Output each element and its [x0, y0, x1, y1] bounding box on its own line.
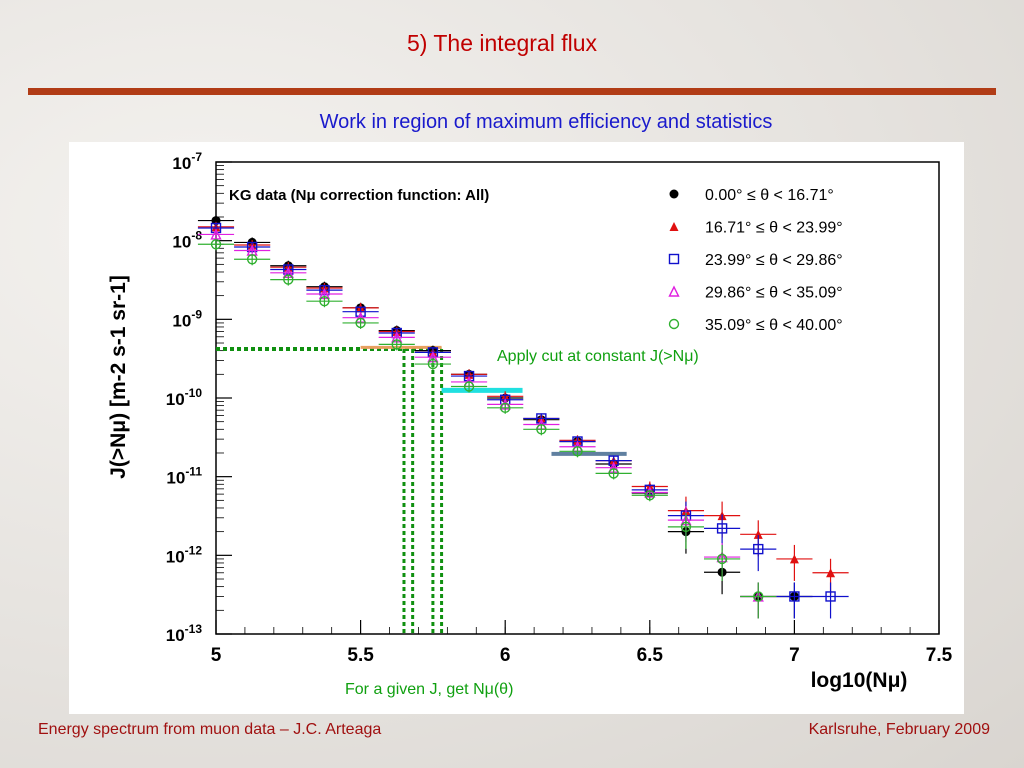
- data-point: [680, 521, 692, 533]
- data-point: [753, 543, 764, 555]
- cut-annotation: Apply cut at constant J(>Nμ): [497, 348, 699, 365]
- data-point: [210, 228, 222, 240]
- y-tick-label: 10-12: [166, 543, 203, 566]
- flux-chart: 10-7 10-8 10-9 10-10 10-11 10-12 10-13 5 5.5 6 6.…: [107, 150, 953, 698]
- given-annotation: For a given J, get Nμ(θ): [345, 681, 513, 698]
- data-point: [669, 222, 679, 231]
- data-point: [463, 381, 475, 392]
- data-point: [789, 591, 800, 602]
- data-point: [826, 568, 836, 578]
- legend-label: 0.00° ≤ θ < 16.71°: [705, 187, 834, 204]
- data-point: [572, 446, 583, 457]
- slide-subtitle: Work in region of maximum efficiency and…: [319, 111, 773, 133]
- data-series: [197, 239, 777, 619]
- data-point: [319, 296, 330, 307]
- x-tick-label: 6.5: [637, 645, 664, 666]
- data-point: [668, 318, 680, 330]
- data-point: [644, 490, 655, 501]
- data-point: [789, 554, 799, 564]
- legend-label: 35.09° ≤ θ < 40.00°: [705, 317, 843, 334]
- data-point: [210, 239, 222, 250]
- footer-venue-date: Karlsruhe, February 2009: [808, 721, 990, 738]
- y-tick-label: 10-13: [166, 622, 203, 645]
- data-point: [355, 317, 366, 329]
- data-layer: [197, 215, 849, 619]
- data-point: [668, 253, 680, 265]
- annotation-layer: [216, 345, 627, 634]
- x-tick-labels: 5 5.5 6 6.5 7 7.5: [211, 645, 953, 666]
- x-tick-label: 7.5: [926, 645, 953, 666]
- x-tick-label: 5.5: [347, 645, 374, 666]
- footer-author: Energy spectrum from muon data – J.C. Ar…: [38, 721, 382, 738]
- y-tick-label: 10-8: [172, 229, 202, 252]
- legend-label: 16.71° ≤ θ < 23.99°: [705, 220, 843, 237]
- legend-label: 23.99° ≤ θ < 29.86°: [705, 252, 843, 269]
- y-tick-labels: 10-7 10-8 10-9 10-10 10-11 10-12 10-13: [166, 150, 203, 645]
- x-tick-label: 5: [211, 645, 222, 666]
- data-point: [668, 285, 680, 297]
- x-tick-label: 6: [500, 645, 511, 666]
- data-point: [825, 591, 836, 602]
- y-tick-label: 10-10: [166, 386, 203, 409]
- data-point: [753, 529, 763, 539]
- data-point: [427, 358, 439, 370]
- data-point: [500, 402, 511, 414]
- data-point: [283, 274, 294, 285]
- data-point: [669, 189, 679, 199]
- legend-label: 29.86° ≤ θ < 35.09°: [705, 285, 843, 302]
- data-series: [197, 228, 777, 619]
- data-series: [197, 222, 849, 619]
- data-series: [197, 221, 849, 595]
- y-tick-label: 10-9: [172, 307, 202, 330]
- x-axis-title: log10(Nμ): [811, 669, 908, 692]
- slide-title: 5) The integral flux: [406, 30, 598, 56]
- data-point: [608, 468, 619, 479]
- data-point: [536, 424, 547, 435]
- x-tick-label: 7: [789, 645, 800, 666]
- chart-title: KG data (Nμ correction function: All): [229, 187, 489, 204]
- plot-panel: 10-7 10-8 10-9 10-10 10-11 10-12 10-13 5 5.5 6 6.…: [69, 142, 964, 714]
- data-point: [391, 339, 402, 350]
- data-point: [753, 591, 764, 602]
- data-point: [716, 553, 728, 565]
- title-divider: [28, 88, 996, 95]
- legend: 0.00° ≤ θ < 16.71° 16.71° ≤ θ < 23.99° 23.…: [668, 187, 843, 334]
- data-point: [246, 254, 258, 265]
- data-point: [716, 523, 728, 534]
- y-tick-label: 10-11: [166, 465, 202, 488]
- y-tick-label: 10-7: [172, 150, 202, 173]
- y-axis-title: J(>Nμ) [m-2 s-1 sr-1]: [107, 275, 130, 479]
